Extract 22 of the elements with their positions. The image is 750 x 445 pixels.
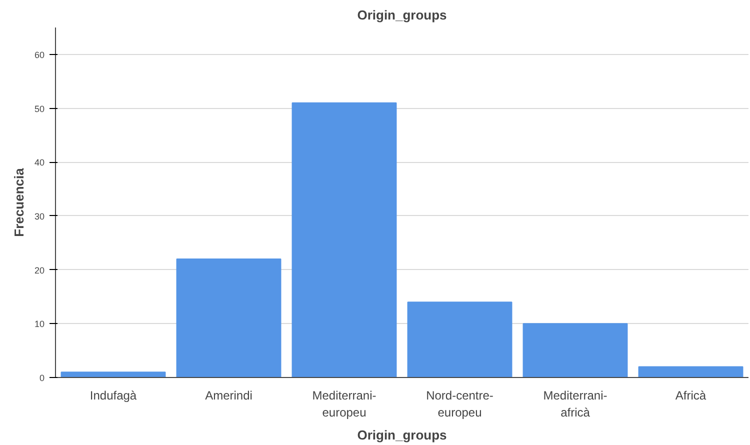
bar: [638, 366, 744, 378]
y-axis-title: Frecuencia: [11, 167, 26, 237]
x-tick-label: Mediterrani-europeu: [312, 388, 376, 420]
x-tick-label: Indufagà: [90, 388, 137, 402]
y-tick-label: 0: [39, 373, 45, 383]
bar: [60, 372, 166, 378]
y-tick-label: 30: [34, 211, 45, 222]
x-tick-label: Mediterrani-africà: [543, 388, 608, 420]
y-tick-label: 10: [34, 319, 45, 330]
y-tick-label: 60: [34, 50, 45, 60]
y-tick-label: 50: [34, 104, 45, 114]
bar: [176, 258, 282, 378]
bar: [407, 302, 512, 378]
bar: [292, 102, 397, 378]
chart-title: Origin_groups: [357, 8, 447, 22]
x-tick-label: Africà: [675, 388, 706, 402]
y-tick-label: 20: [34, 265, 45, 276]
y-tick-label: 40: [34, 158, 45, 168]
x-axis-title: Origin_groups: [357, 427, 447, 442]
x-tick-label: Nord-centre-europeu: [426, 388, 494, 420]
bar: [522, 323, 628, 378]
x-tick-label: Amerindi: [205, 388, 252, 402]
